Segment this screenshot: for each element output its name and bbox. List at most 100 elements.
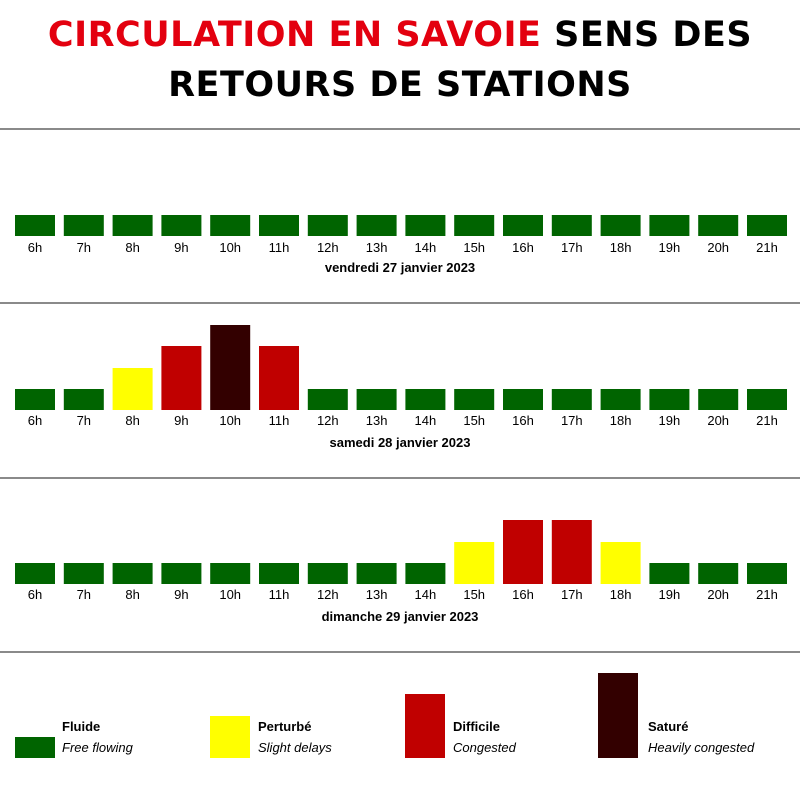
hour-label: 12h bbox=[317, 413, 339, 428]
bar-1-9 bbox=[454, 389, 495, 410]
bar-0-8 bbox=[405, 215, 446, 236]
hour-label: 8h bbox=[125, 240, 139, 255]
hour-label: 20h bbox=[707, 413, 729, 428]
hour-label: 19h bbox=[659, 587, 681, 602]
bar-1-12 bbox=[600, 389, 641, 410]
legend-swatch-3 bbox=[598, 673, 638, 758]
bar-1-6 bbox=[307, 389, 348, 410]
hour-label: 13h bbox=[366, 413, 388, 428]
hour-label: 13h bbox=[366, 587, 388, 602]
hour-label: 21h bbox=[756, 587, 778, 602]
hour-label: 7h bbox=[77, 587, 91, 602]
bar-0-11 bbox=[551, 215, 592, 236]
date-label: vendredi 27 janvier 2023 bbox=[325, 260, 475, 275]
hour-label: 6h bbox=[28, 587, 42, 602]
bar-0-1 bbox=[63, 215, 104, 236]
bar-2-6 bbox=[307, 563, 348, 584]
bar-1-2 bbox=[112, 368, 153, 410]
hour-label: 18h bbox=[610, 587, 632, 602]
divider bbox=[0, 302, 800, 304]
hour-label: 10h bbox=[219, 587, 241, 602]
bar-1-13 bbox=[649, 389, 690, 410]
hour-label: 7h bbox=[77, 240, 91, 255]
legend-label: Difficile bbox=[453, 719, 500, 734]
date-label: samedi 28 janvier 2023 bbox=[330, 435, 471, 450]
bar-0-4 bbox=[210, 215, 251, 236]
bar-2-3 bbox=[161, 563, 202, 584]
bar-2-4 bbox=[210, 563, 251, 584]
hour-label: 16h bbox=[512, 587, 534, 602]
date-label: dimanche 29 janvier 2023 bbox=[322, 609, 479, 624]
hour-label: 14h bbox=[415, 587, 437, 602]
bar-1-3 bbox=[161, 346, 202, 410]
hour-label: 10h bbox=[219, 413, 241, 428]
hour-label: 9h bbox=[174, 240, 188, 255]
hour-label: 20h bbox=[707, 240, 729, 255]
legend-label: Perturbé bbox=[258, 719, 311, 734]
hour-label: 14h bbox=[415, 413, 437, 428]
bar-1-10 bbox=[503, 389, 543, 410]
bar-2-8 bbox=[405, 563, 446, 584]
hour-label: 15h bbox=[463, 413, 485, 428]
bar-2-1 bbox=[63, 563, 104, 584]
bar-1-7 bbox=[356, 389, 397, 410]
page-title: CIRCULATION EN SAVOIE SENS DES RETOURS D… bbox=[0, 10, 800, 110]
legend-sublabel: Free flowing bbox=[62, 740, 134, 755]
bar-0-3 bbox=[161, 215, 202, 236]
legend-swatch-2 bbox=[405, 694, 445, 758]
bar-2-2 bbox=[112, 563, 153, 584]
hour-label: 19h bbox=[659, 413, 681, 428]
bar-2-13 bbox=[649, 563, 690, 584]
title-red-part: CIRCULATION EN SAVOIE bbox=[47, 15, 542, 55]
divider bbox=[0, 128, 800, 130]
hour-label: 11h bbox=[269, 240, 290, 255]
legend-swatch-1 bbox=[210, 716, 250, 758]
hour-label: 18h bbox=[610, 413, 632, 428]
legend-sublabel: Heavily congested bbox=[648, 740, 755, 755]
bar-1-14 bbox=[698, 389, 739, 410]
hour-label: 21h bbox=[756, 240, 778, 255]
hour-label: 14h bbox=[415, 240, 437, 255]
bar-0-14 bbox=[698, 215, 739, 236]
bar-0-0 bbox=[15, 215, 55, 236]
hour-label: 12h bbox=[317, 240, 339, 255]
hour-label: 16h bbox=[512, 240, 534, 255]
bar-2-5 bbox=[259, 563, 299, 584]
hour-label: 10h bbox=[219, 240, 241, 255]
bar-2-12 bbox=[600, 542, 641, 584]
bar-1-8 bbox=[405, 389, 446, 410]
hour-label: 9h bbox=[174, 413, 188, 428]
bar-0-5 bbox=[259, 215, 299, 236]
hour-label: 20h bbox=[707, 587, 729, 602]
bar-0-6 bbox=[307, 215, 348, 236]
bar-0-12 bbox=[600, 215, 641, 236]
hour-label: 17h bbox=[561, 587, 583, 602]
hour-label: 15h bbox=[463, 587, 485, 602]
bar-0-2 bbox=[112, 215, 153, 236]
hour-label: 11h bbox=[269, 413, 290, 428]
bar-1-0 bbox=[15, 389, 55, 410]
legend-swatch-0 bbox=[15, 737, 55, 758]
title-black-part: SENS DES RETOURS DE STATIONS bbox=[168, 15, 753, 105]
legend-label: Saturé bbox=[648, 719, 688, 734]
bar-2-9 bbox=[454, 542, 495, 584]
hour-label: 21h bbox=[756, 413, 778, 428]
hour-label: 13h bbox=[366, 240, 388, 255]
hour-label: 15h bbox=[463, 240, 485, 255]
hour-label: 17h bbox=[561, 240, 583, 255]
hour-label: 11h bbox=[269, 587, 290, 602]
bar-1-11 bbox=[551, 389, 592, 410]
divider bbox=[0, 477, 800, 479]
hour-label: 12h bbox=[317, 587, 339, 602]
hour-label: 6h bbox=[28, 240, 42, 255]
bar-0-10 bbox=[503, 215, 543, 236]
hour-label: 19h bbox=[659, 240, 681, 255]
bar-2-10 bbox=[503, 520, 543, 584]
legend-sublabel: Congested bbox=[453, 740, 517, 755]
divider bbox=[0, 651, 800, 653]
bar-2-15 bbox=[747, 563, 787, 584]
bar-0-13 bbox=[649, 215, 690, 236]
bar-0-15 bbox=[747, 215, 787, 236]
hour-label: 9h bbox=[174, 587, 188, 602]
